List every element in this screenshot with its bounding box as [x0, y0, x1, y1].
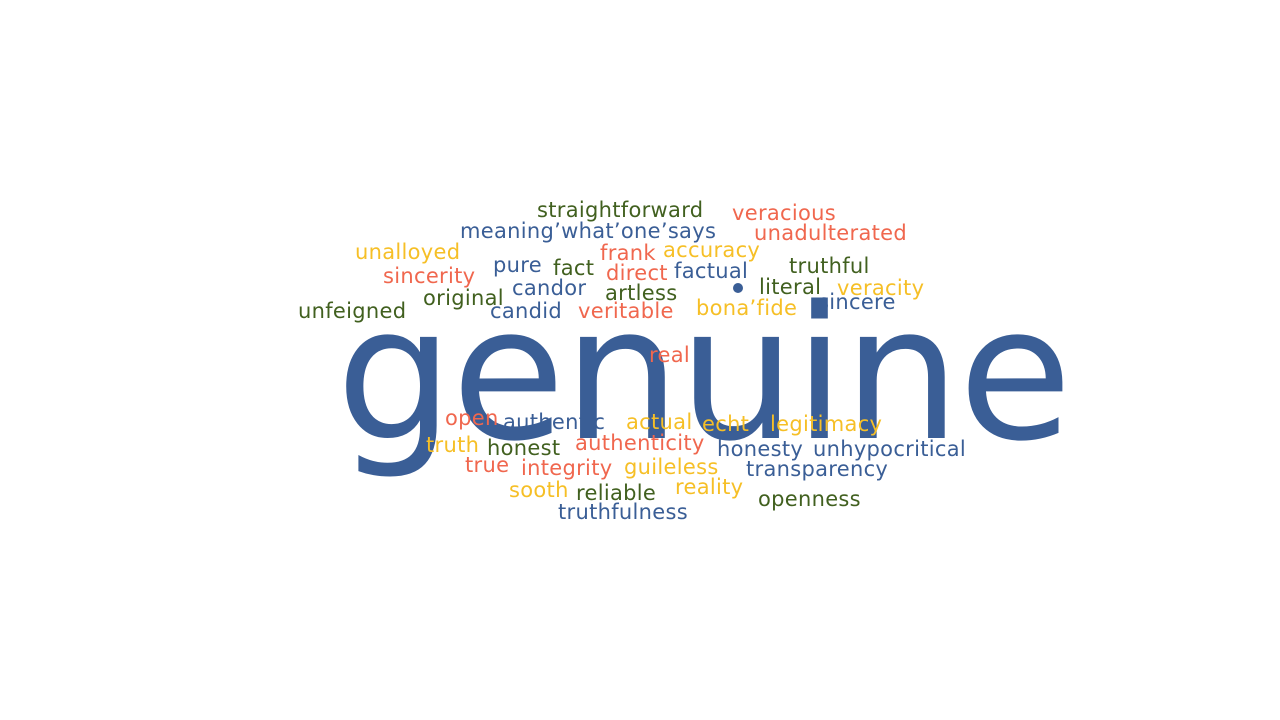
word-honest: honest — [487, 436, 561, 460]
word-fact: fact — [553, 256, 595, 280]
word-meaning-what-one-says: meaning’what’one’says — [460, 219, 717, 243]
word-straightforward: straightforward — [537, 198, 704, 222]
word-factual: factual — [674, 259, 749, 283]
word-bona-fide: bona’fide — [696, 296, 798, 320]
word-direct: direct — [606, 261, 668, 285]
word-sooth: sooth — [509, 478, 569, 502]
word-accuracy: accuracy — [663, 238, 761, 262]
word-veracious: veracious — [732, 201, 837, 225]
word-candid: candid — [490, 299, 563, 323]
word-true: true — [465, 453, 510, 477]
word-unfeigned: unfeigned — [298, 299, 407, 323]
word-honesty: honesty — [717, 437, 804, 461]
word-genuine: genuine — [336, 266, 1072, 482]
word-truthfulness: truthfulness — [558, 500, 688, 524]
word-authentic: authentic — [503, 410, 606, 434]
word-frank: frank — [600, 241, 656, 265]
word-truthful: truthful — [789, 254, 870, 278]
word-echt: echt — [702, 412, 750, 436]
word-guileless: guileless — [624, 455, 719, 479]
word-actual: actual — [626, 410, 693, 434]
word-transparency: transparency — [746, 457, 889, 481]
word-sincerity: sincerity — [383, 264, 476, 288]
word-open: open — [445, 406, 499, 430]
word-integrity: integrity — [521, 456, 613, 480]
word-candor: candor — [512, 276, 587, 300]
word-truth: truth — [426, 433, 480, 457]
word-legitimacy: legitimacy — [770, 412, 883, 436]
word-unhypocritical: unhypocritical — [813, 437, 967, 461]
word-unalloyed: unalloyed — [355, 240, 461, 264]
word-veracity: veracity — [837, 276, 925, 300]
word-pure: pure — [493, 253, 542, 277]
word-veritable: veritable — [578, 299, 674, 323]
word-original: original — [423, 286, 504, 310]
word-authenticity: authenticity — [575, 431, 705, 455]
word-openness: openness — [758, 487, 861, 511]
bullet-dot — [733, 283, 743, 293]
word-sincere: sincere — [818, 290, 896, 314]
word-real: real — [649, 343, 690, 367]
word-literal: literal — [759, 275, 822, 299]
word-reality: reality — [675, 475, 744, 499]
word-unadulterated: unadulterated — [754, 221, 908, 245]
word-artless: artless — [605, 281, 678, 305]
word-reliable: reliable — [576, 481, 657, 505]
